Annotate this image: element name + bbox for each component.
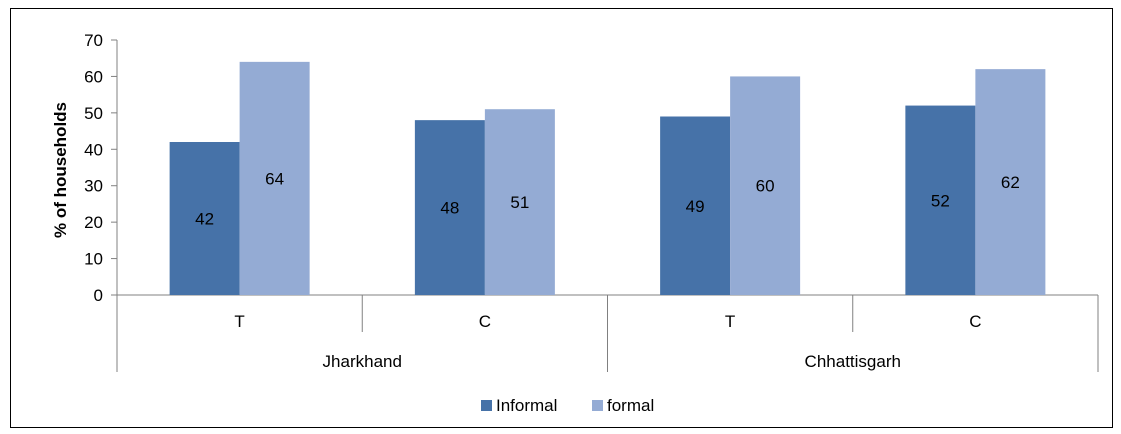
- y-tick-label: 50: [84, 104, 103, 123]
- y-tick-label: 70: [84, 31, 103, 50]
- y-axis-label: % of households: [51, 102, 70, 238]
- data-label: 51: [510, 193, 529, 212]
- y-tick-label: 10: [84, 250, 103, 269]
- data-label: 49: [686, 197, 705, 216]
- bar-informal: [660, 116, 731, 295]
- data-label: 42: [195, 210, 214, 229]
- data-label: 48: [440, 199, 459, 218]
- bar-informal: [905, 105, 976, 295]
- bars: [169, 61, 1046, 296]
- data-label: 52: [931, 191, 950, 210]
- bar-informal: [414, 120, 485, 296]
- legend-swatch: [481, 400, 492, 411]
- y-tick-label: 20: [84, 213, 103, 232]
- y-tick-label: 40: [84, 140, 103, 159]
- data-label: 60: [756, 177, 775, 196]
- data-label: 64: [265, 169, 284, 188]
- data-label: 62: [1001, 173, 1020, 192]
- data-labels: 42 64 48 51 49 60 52 62: [195, 169, 1020, 228]
- bar-formal: [484, 109, 555, 295]
- bar-formal: [975, 69, 1046, 296]
- legend-label: Informal: [496, 396, 557, 415]
- bar-formal: [730, 76, 801, 295]
- bar-formal: [239, 61, 310, 295]
- group-label: Jharkhand: [323, 352, 402, 371]
- bar-informal: [169, 142, 240, 295]
- y-tick-label: 30: [84, 177, 103, 196]
- x-tick-label: T: [234, 312, 244, 331]
- x-tick-label: C: [479, 312, 491, 331]
- x-tick-label: C: [969, 312, 981, 331]
- legend-label: formal: [607, 396, 654, 415]
- legend: Informal formal: [481, 396, 654, 415]
- group-label: Chhattisgarh: [805, 352, 901, 371]
- y-tick-label: 60: [84, 67, 103, 86]
- y-tick-label: 0: [94, 286, 103, 305]
- x-tick-label: T: [725, 312, 735, 331]
- legend-swatch: [592, 400, 603, 411]
